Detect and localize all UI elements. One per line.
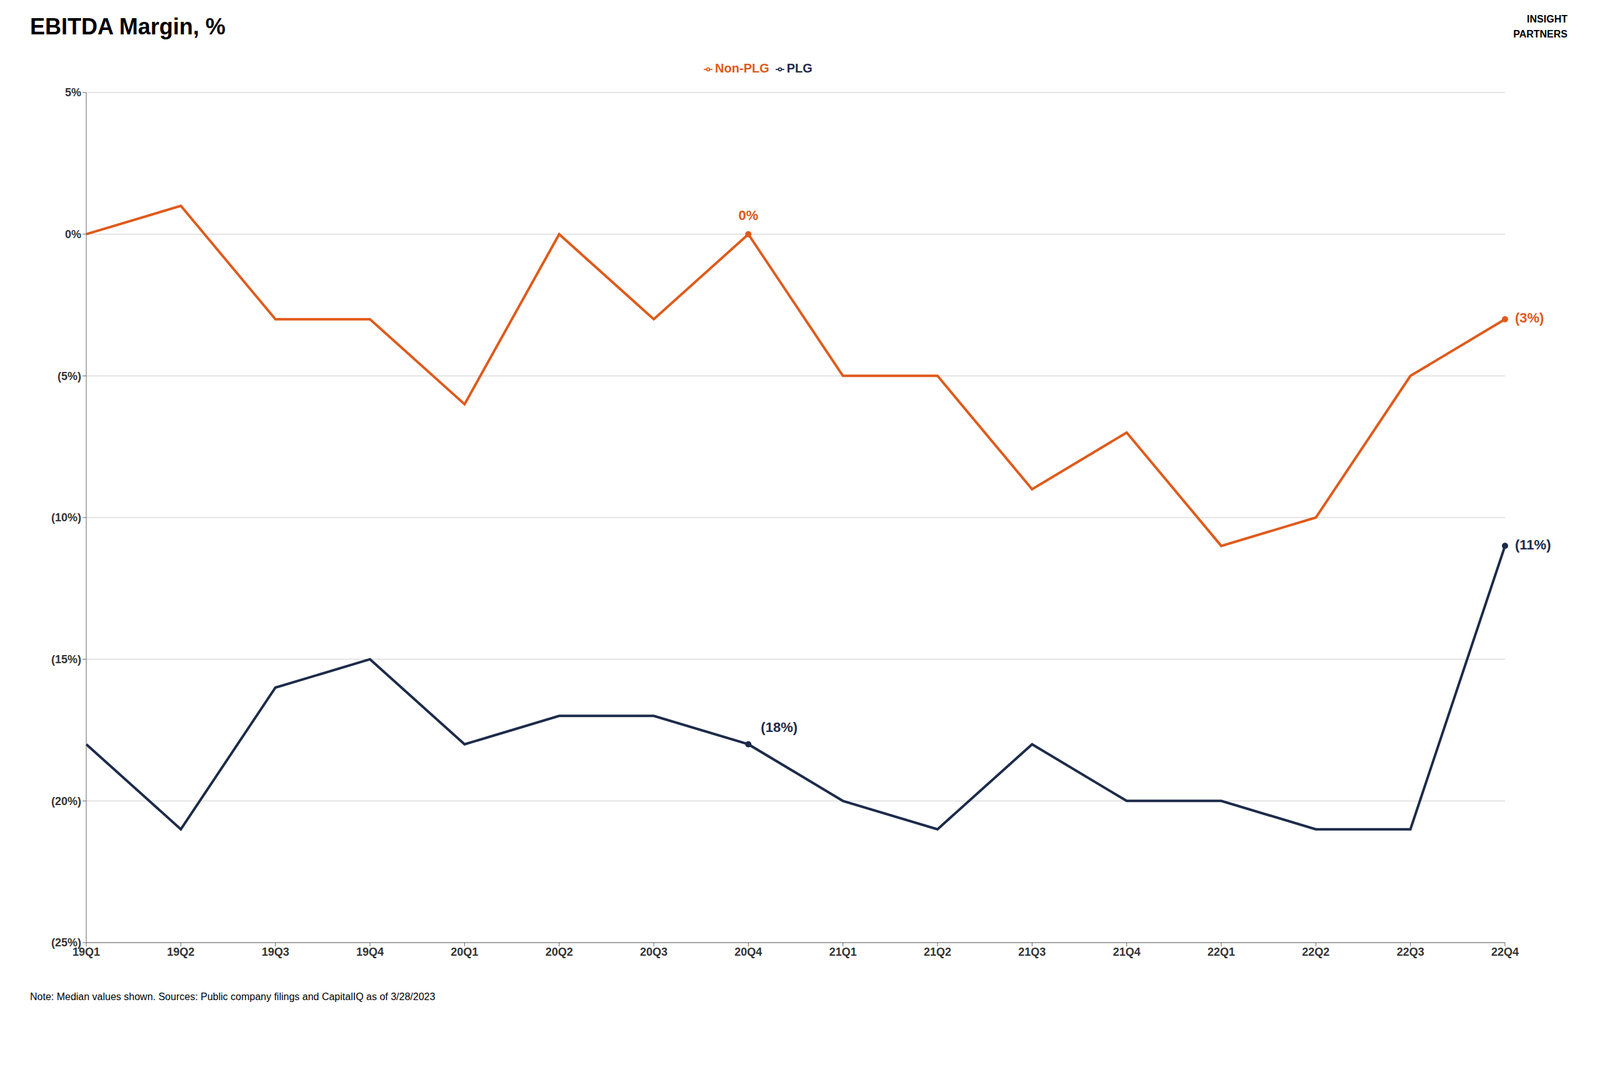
svg-text:22Q1: 22Q1 [1207,945,1235,959]
svg-text:(3%): (3%) [1515,310,1544,326]
html-text:EBITDA Margin, %: EBITDA Margin, % [30,13,226,40]
svg-text:21Q3: 21Q3 [1018,945,1046,959]
svg-text:21Q4: 21Q4 [1113,945,1141,959]
svg-text:20Q4: 20Q4 [734,945,762,959]
svg-text:22Q3: 22Q3 [1396,945,1425,959]
svg-text:21Q2: 21Q2 [923,945,952,959]
svg-text:(20%): (20%) [51,795,82,808]
svg-text:(11%): (11%) [1515,536,1551,553]
svg-text:19Q2: 19Q2 [166,945,195,959]
svg-text:22Q4: 22Q4 [1491,945,1519,959]
html-text:INSIGHT PARTNERS: INSIGHT PARTNERS [1513,13,1568,40]
svg-text:5%: 5% [65,86,82,99]
svg-text:22Q2: 22Q2 [1301,945,1330,959]
svg-text:19Q3: 19Q3 [261,945,290,959]
html-text:Non-PLG: Non-PLG [715,61,770,75]
svg-text:(10%): (10%) [51,511,82,524]
html-text:PLG: PLG [786,61,813,75]
html-text:Note: Median values shown. Sou: Note: Median values shown. Sources: Publ… [30,991,436,1002]
svg-text:21Q1: 21Q1 [829,945,857,959]
svg-text:0%: 0% [65,228,82,241]
svg-text:(18%): (18%) [760,719,798,735]
svg-text:19Q1: 19Q1 [72,945,100,958]
svg-text:(25%): (25%) [51,936,82,949]
svg-text:(5%): (5%) [57,370,82,383]
svg-text:0%: 0% [738,207,759,224]
svg-text:(15%): (15%) [51,653,82,666]
svg-text:20Q3: 20Q3 [640,945,668,959]
svg-text:19Q4: 19Q4 [356,945,384,959]
svg-text:20Q1: 20Q1 [450,945,479,959]
svg-text:20Q2: 20Q2 [545,945,574,959]
